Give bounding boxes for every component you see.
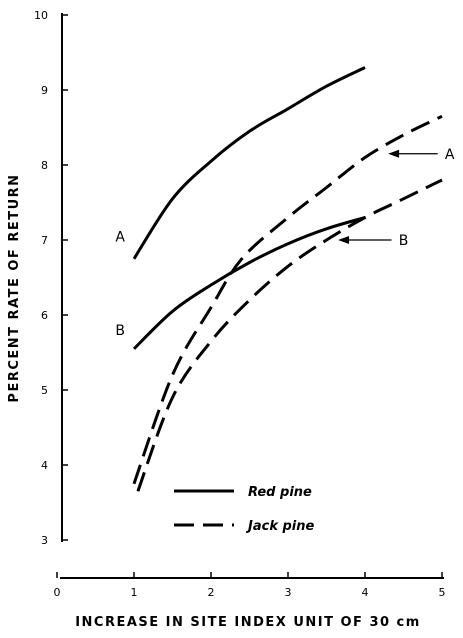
x-tick-label: 3 [285,586,292,599]
annotations: A B A B [115,147,455,339]
y-tick-label: 3 [41,534,48,547]
y-tick-label: 8 [41,159,48,172]
x-tick-label: 1 [131,586,138,599]
axes: 3 4 5 6 7 8 9 10 0 1 2 3 4 5 [34,9,446,599]
legend: Red pine Jack pine [174,485,315,534]
y-tick-label: 7 [41,234,48,247]
y-tick-label: 6 [41,309,48,322]
series-line-jack-pine-a [132,114,443,485]
curve-label-a: A [115,229,125,245]
x-tick-label: 2 [208,586,215,599]
legend-label: Jack pine [245,519,315,534]
x-tick-label: 0 [54,586,61,599]
x-tick-label: 4 [362,586,369,599]
series-line-red-pine-a [132,66,366,260]
y-tick-label: 4 [41,459,48,472]
annotation-arrow-head [388,149,400,158]
y-tick-label: 5 [41,384,48,397]
annotation-arrow-head [338,236,350,244]
x-tick-label: 5 [439,586,446,599]
y-tick-label: 9 [41,84,48,97]
curve-label-b: B [115,323,125,339]
series-line-jack-pine-b [136,178,443,492]
legend-label: Red pine [248,485,312,500]
curves [132,66,443,492]
curve-label-b: B [399,233,409,249]
x-axis-title: INCREASE IN SITE INDEX UNIT OF 30 cm [75,615,421,630]
y-tick-label: 10 [34,9,48,22]
curve-label-a: A [445,147,455,163]
y-axis-title: PERCENT RATE OF RETURN [7,173,22,402]
series-line-red-pine-b [132,216,366,350]
